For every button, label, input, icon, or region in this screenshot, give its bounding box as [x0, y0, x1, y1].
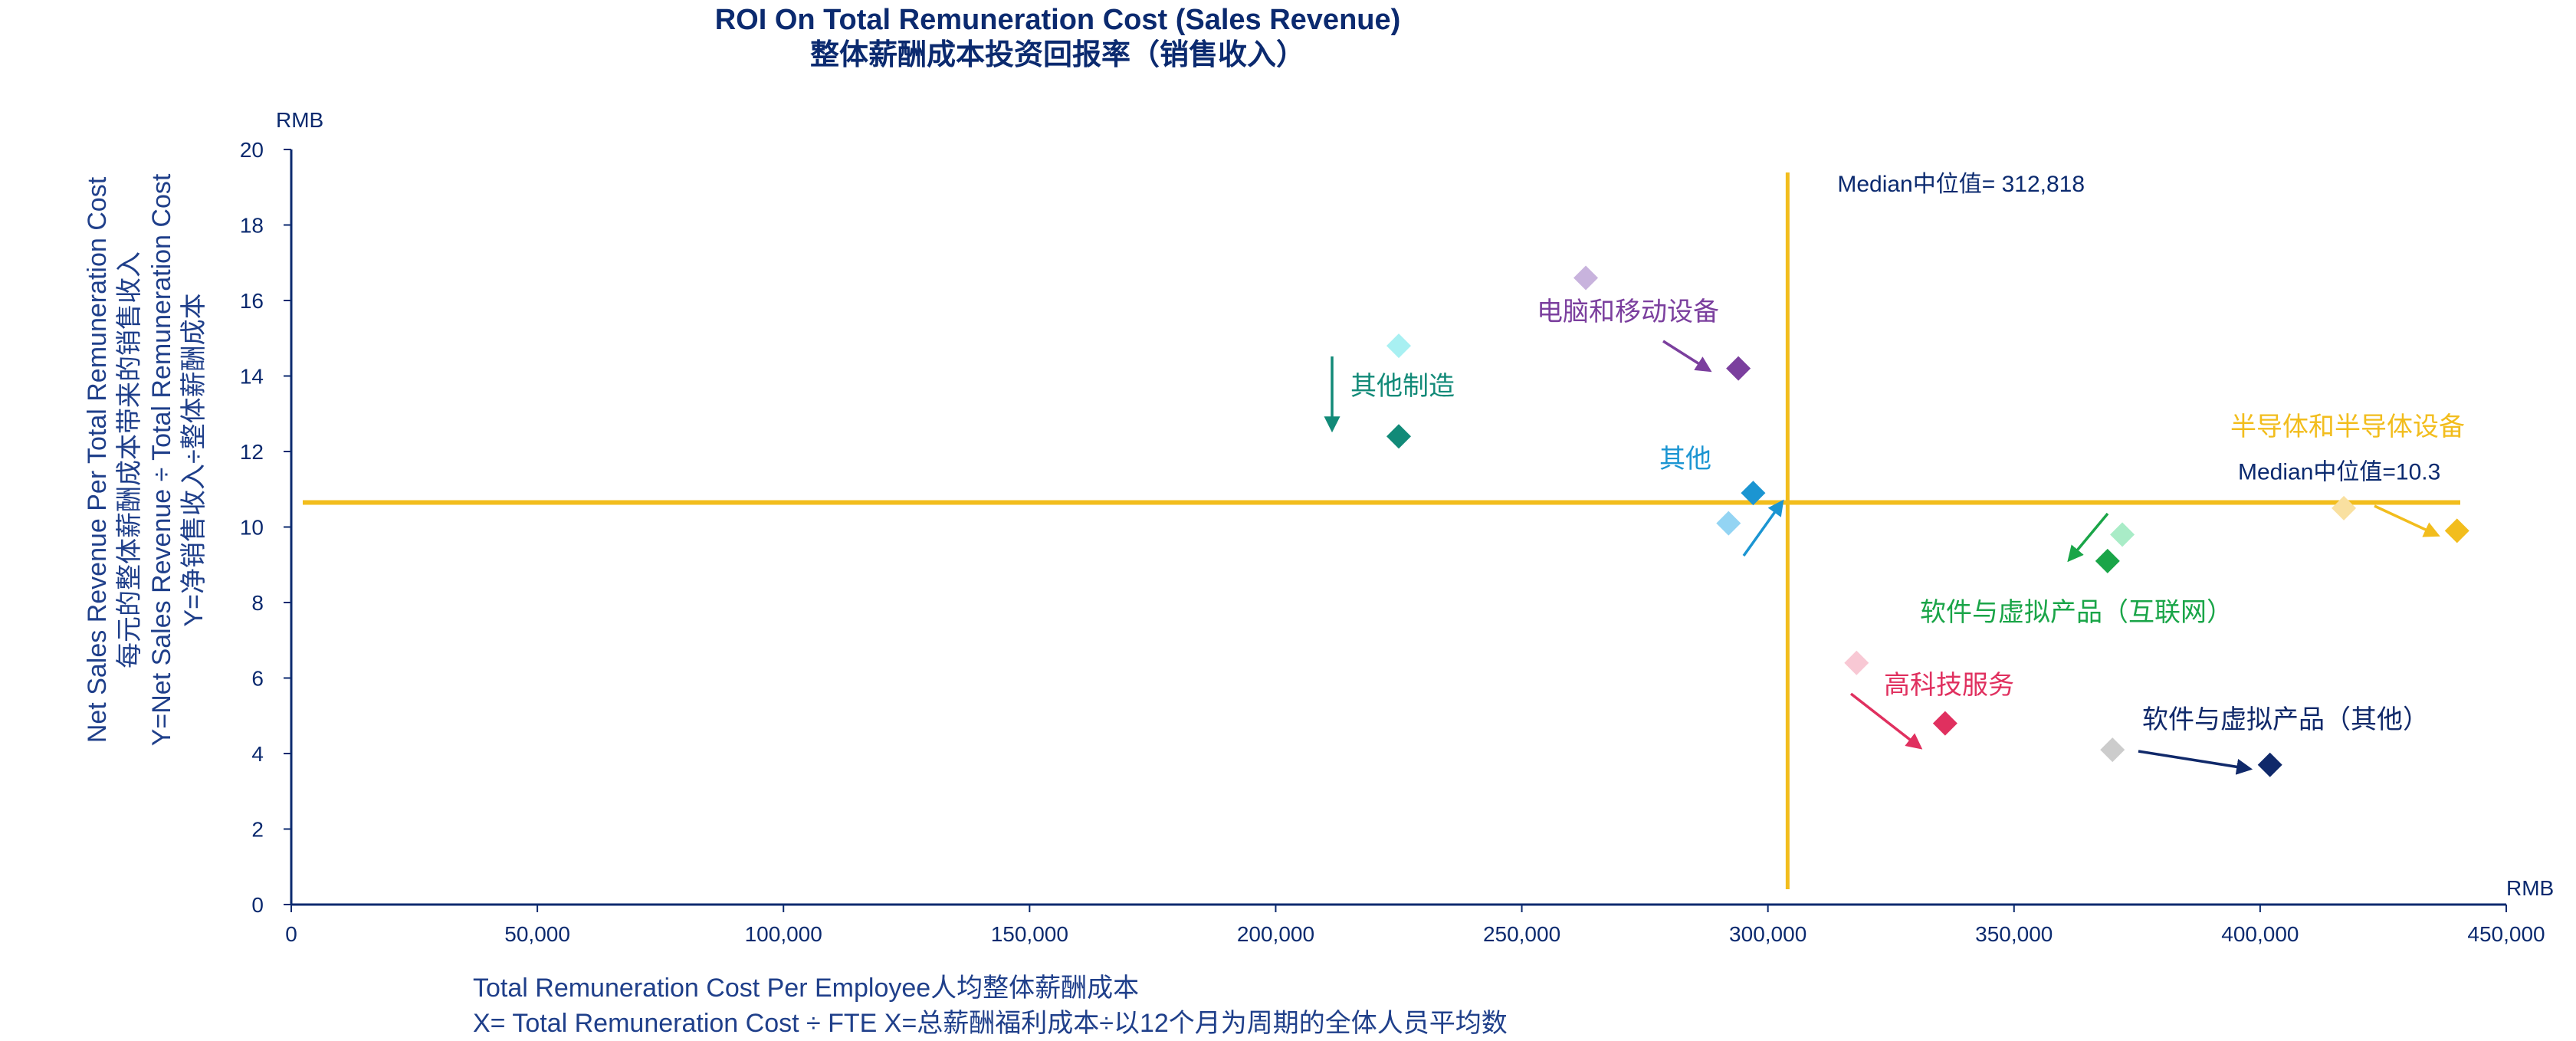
current-point-marker [1741, 481, 1766, 506]
trend-arrow [2374, 504, 2440, 537]
y-tick-label: 8 [251, 591, 264, 615]
current-point-marker [1932, 711, 1957, 736]
x-tick-label: 400,000 [2221, 922, 2299, 946]
current-point-marker [2444, 518, 2469, 543]
series-group [2095, 522, 2135, 573]
median-y-label: Median中位值=10.3 [2238, 459, 2440, 484]
y-tick-label: 6 [251, 667, 264, 691]
y-tick-label: 12 [240, 440, 264, 464]
trend-arrow [1742, 499, 1784, 557]
series-label: 电脑和移动设备 [1537, 297, 1719, 327]
series-label: 其他制造 [1350, 372, 1455, 401]
previous-point-marker [2100, 737, 2125, 763]
x-axis-label-line-2: X= Total Remuneration Cost ÷ FTE X=总薪酬福利… [473, 1009, 1508, 1038]
x-axis-label-line-1: Total Remuneration Cost Per Employee人均整体… [473, 974, 1139, 1003]
x-tick-label: 0 [285, 922, 297, 946]
current-point-marker [1726, 356, 1751, 381]
chart-title: ROI On Total Remuneration Cost (Sales Re… [715, 4, 1401, 36]
y-tick-label: 18 [240, 214, 264, 238]
y-tick-label: 16 [240, 289, 264, 313]
y-tick-label: 0 [251, 893, 264, 917]
previous-point-marker [1573, 265, 1599, 291]
y-axis-label-line-2: 每元的整体薪酬成本带来的销售收入 [115, 251, 144, 668]
series-group [1844, 650, 1957, 736]
series-label: 软件与虚拟产品（其他） [2142, 705, 2429, 734]
x-tick-label: 50,000 [504, 922, 570, 946]
trend-arrow [1662, 340, 1712, 373]
trend-arrow [2067, 512, 2109, 563]
y-axis-label-line-4: Y=净销售收入÷整体薪酬成本 [179, 293, 208, 626]
series-label: 半导体和半导体设备 [2230, 412, 2465, 442]
data-points [1386, 265, 2469, 777]
x-tick-label: 300,000 [1729, 922, 1806, 946]
x-unit-label: RMB [2506, 876, 2554, 900]
y-axis-label-line-1: Net Sales Revenue Per Total Remuneration… [83, 176, 112, 743]
y-axis-title: Net Sales Revenue Per Total Remuneration… [83, 173, 208, 746]
previous-point-marker [1844, 650, 1869, 675]
series-group [1573, 265, 1751, 381]
y-tick-label: 4 [251, 742, 264, 766]
series-group [2100, 737, 2282, 777]
trend-arrow [2138, 750, 2253, 775]
previous-point-marker [1386, 333, 1411, 359]
series-label: 高科技服务 [1884, 671, 2014, 700]
previous-point-marker [2110, 522, 2135, 547]
y-unit-label: RMB [276, 108, 323, 132]
y-tick-label: 10 [240, 516, 264, 540]
x-tick-label: 100,000 [745, 922, 822, 946]
y-tick-label: 20 [240, 138, 264, 162]
series-label: 其他 [1659, 445, 1711, 474]
x-tick-label: 350,000 [1975, 922, 2053, 946]
current-point-marker [2095, 548, 2120, 573]
series-group [2332, 495, 2469, 543]
x-tick-label: 150,000 [991, 922, 1068, 946]
axes: 0 50,000 100,000 150,000 200,000 250,000 300,0… [240, 138, 2545, 946]
trend-arrow [1849, 692, 1923, 750]
current-point-marker [2257, 752, 2282, 777]
median-x-label: Median中位值= 312,818 [1837, 172, 2085, 197]
series-label: 软件与虚拟产品（互联网） [1920, 598, 2233, 627]
x-tick-label: 450,000 [2467, 922, 2545, 946]
previous-point-marker [2332, 495, 2357, 520]
y-axis-label-line-3: Y=Net Sales Revenue ÷ Total Remuneration… [147, 173, 176, 746]
series-group [1716, 481, 1766, 536]
median-lines: Median中位值= 312,818 Median中位值=10.3 [303, 172, 2460, 889]
series-group [1386, 333, 1411, 449]
y-tick-label: 2 [251, 818, 264, 842]
previous-point-marker [1716, 511, 1741, 536]
x-tick-label: 250,000 [1483, 922, 1560, 946]
chart-subtitle: 整体薪酬成本投资回报率（销售收入） [810, 39, 1305, 71]
y-tick-label: 14 [240, 365, 264, 389]
x-tick-label: 200,000 [1237, 922, 1314, 946]
current-point-marker [1386, 424, 1411, 449]
